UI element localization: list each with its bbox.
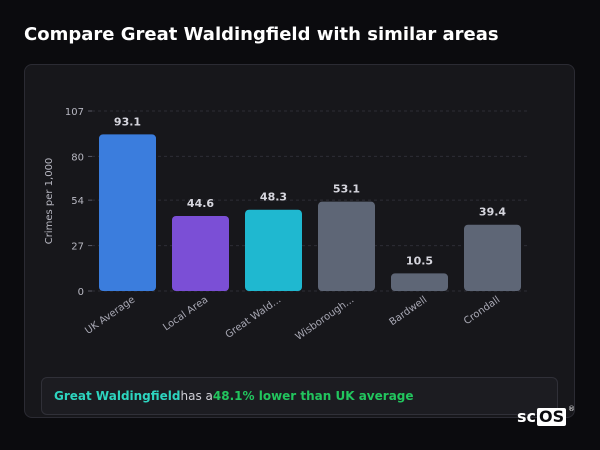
x-tick-label: Wisborough... (294, 294, 357, 342)
bar-value-label: 10.5 (406, 254, 433, 267)
logo-prefix: sc (517, 407, 537, 426)
bar-value-label: 48.3 (260, 191, 287, 204)
page-title: Compare Great Waldingfield with similar … (24, 24, 499, 45)
x-tick-label: UK Average (83, 294, 137, 336)
y-tick-label: 0 (78, 287, 84, 298)
x-tick-label: Crondall (462, 294, 502, 327)
brand-logo: sc OS (517, 407, 567, 426)
bar-value-label: 44.6 (187, 197, 214, 210)
bar-chart: 0 27 54 80 107 Crimes per 1,000 93.1 UK Average… (44, 107, 530, 343)
x-tick-label: Bardwell (388, 294, 430, 328)
bar-5[interactable] (464, 224, 521, 291)
bar-2[interactable] (245, 209, 302, 291)
x-tick-label: Local Area (161, 294, 210, 333)
bar-0[interactable] (99, 134, 156, 291)
bar-4[interactable] (391, 273, 448, 291)
bar-value-label: 39.4 (479, 206, 506, 219)
summary-text: has a (180, 389, 213, 403)
comparison-summary: Great Waldingfield has a 48.1% lower tha… (41, 377, 558, 415)
summary-place[interactable]: Great Waldingfield (54, 389, 181, 403)
bar-value-label: 53.1 (333, 183, 360, 196)
bar-3[interactable] (318, 201, 375, 291)
y-tick-label: 80 (71, 152, 84, 163)
y-tick-label: 107 (65, 107, 84, 118)
y-axis-label: Crimes per 1,000 (44, 158, 55, 245)
logo-boxed: OS (537, 407, 567, 426)
x-tick-label: Great Wald... (224, 294, 284, 340)
y-tick-label: 27 (71, 242, 84, 253)
bar-1[interactable] (172, 215, 229, 291)
y-tick-label: 54 (71, 196, 84, 207)
bar-value-label: 93.1 (114, 115, 141, 128)
summary-highlight: 48.1% lower than UK average (212, 389, 414, 403)
registered-mark: ® (568, 405, 575, 413)
